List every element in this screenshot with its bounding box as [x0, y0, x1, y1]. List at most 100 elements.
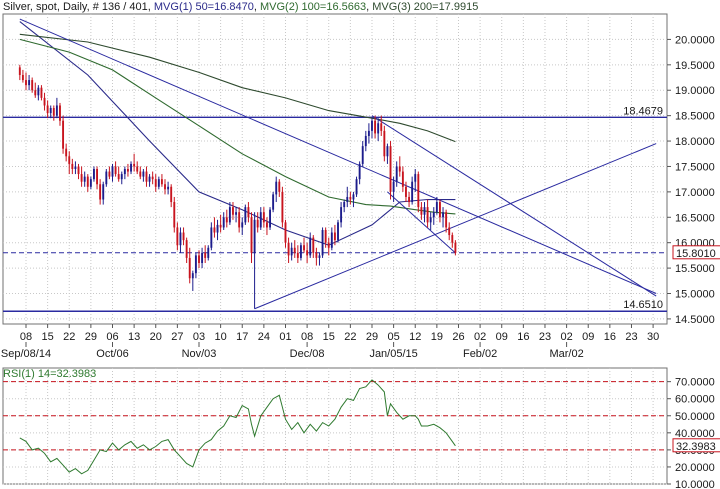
- candle-body: [83, 176, 86, 182]
- candle: [62, 115, 65, 154]
- candle: [46, 100, 49, 119]
- candle: [250, 212, 253, 264]
- candle-body: [238, 212, 241, 228]
- candle: [154, 174, 157, 192]
- candle: [392, 176, 395, 203]
- candle: [330, 227, 333, 251]
- candle-body: [340, 207, 343, 223]
- candle: [157, 176, 160, 190]
- candle-body: [167, 186, 170, 190]
- candle-body: [411, 181, 414, 203]
- trendline: [254, 143, 657, 310]
- candle-body: [108, 171, 111, 177]
- candle: [198, 250, 200, 269]
- candle: [136, 161, 139, 175]
- candle-body: [333, 232, 336, 241]
- current-price-box: [672, 245, 720, 260]
- x-tick-label: 08: [20, 331, 32, 343]
- candle-body: [429, 217, 432, 223]
- candle-body: [293, 247, 296, 253]
- candle-body: [40, 87, 43, 98]
- candle-body: [287, 242, 290, 256]
- candle-body: [306, 250, 309, 256]
- month-tick-label: Nov/03: [182, 348, 217, 360]
- month-tick-label: Mar/02: [549, 348, 583, 360]
- candle-body: [367, 130, 370, 136]
- price-y-tick-label: 18.5000: [675, 111, 715, 123]
- candle-body: [309, 237, 312, 256]
- candle: [355, 176, 358, 197]
- candle-body: [423, 207, 426, 215]
- candle-body: [358, 163, 361, 180]
- candle-body: [37, 87, 40, 96]
- candle: [86, 174, 89, 192]
- candle: [337, 219, 339, 243]
- candle: [142, 169, 145, 182]
- candle-body: [281, 191, 284, 223]
- price-y-tick-label: 14.5000: [675, 314, 715, 326]
- month-tick-label: Dec/08: [290, 348, 325, 360]
- candle-body: [272, 194, 275, 210]
- candle: [68, 151, 71, 175]
- candle: [93, 166, 95, 182]
- candle: [346, 186, 349, 208]
- candle-body: [198, 255, 200, 264]
- candle: [426, 199, 429, 228]
- bar-count-label: # 136 / 401: [92, 1, 148, 13]
- candle-body: [68, 156, 71, 164]
- candle: [232, 202, 234, 220]
- candle: [448, 222, 451, 241]
- candle: [429, 212, 432, 230]
- x-tick-label: 17: [236, 331, 248, 343]
- candle-body: [120, 174, 123, 180]
- candle-body: [71, 163, 74, 169]
- candle-body: [164, 184, 166, 190]
- candle: [262, 207, 265, 228]
- candle: [299, 242, 302, 261]
- candle: [74, 161, 77, 175]
- price-panel: 18.4679 14.6510: [2, 13, 668, 325]
- price-y-tick-label: 17.5000: [675, 161, 715, 173]
- candle: [253, 212, 256, 309]
- price-plot-area: 18.4679 14.6510: [3, 18, 667, 312]
- candle: [225, 209, 228, 228]
- x-tick-label: 15: [41, 331, 53, 343]
- candle: [244, 204, 247, 225]
- candle: [438, 199, 441, 223]
- candle-body: [312, 237, 315, 253]
- candle-body: [49, 108, 52, 114]
- candle: [21, 69, 24, 83]
- candle-body: [398, 166, 401, 172]
- ma100-legend: MVG(2) 100=16.5663: [260, 1, 367, 13]
- candle: [139, 166, 142, 180]
- candle: [324, 227, 327, 248]
- candle: [207, 245, 210, 261]
- candle-body: [173, 202, 176, 228]
- x-tick-label: 05: [387, 331, 399, 343]
- candle: [201, 247, 204, 269]
- candle: [386, 143, 389, 164]
- candle: [71, 158, 74, 175]
- candle: [287, 237, 290, 264]
- candle-body: [232, 207, 234, 215]
- candle-body: [185, 240, 188, 258]
- candle: [120, 171, 123, 185]
- candle-body: [262, 212, 265, 223]
- x-tick-label: 23: [539, 331, 551, 343]
- candle: [343, 199, 346, 213]
- candle-body: [170, 186, 173, 203]
- candle: [414, 169, 417, 192]
- candle-body: [284, 222, 287, 243]
- candle: [361, 141, 364, 167]
- price-y-tick-label: 18.0000: [675, 136, 715, 148]
- candle: [25, 72, 27, 91]
- candle: [259, 207, 262, 230]
- candle: [89, 176, 92, 190]
- candle-body: [65, 148, 68, 157]
- candle: [241, 217, 244, 236]
- candle: [77, 163, 80, 180]
- candle-body: [290, 247, 293, 256]
- candle-body: [77, 166, 80, 175]
- ma200-legend: MVG(3) 200=17.9915: [372, 1, 479, 13]
